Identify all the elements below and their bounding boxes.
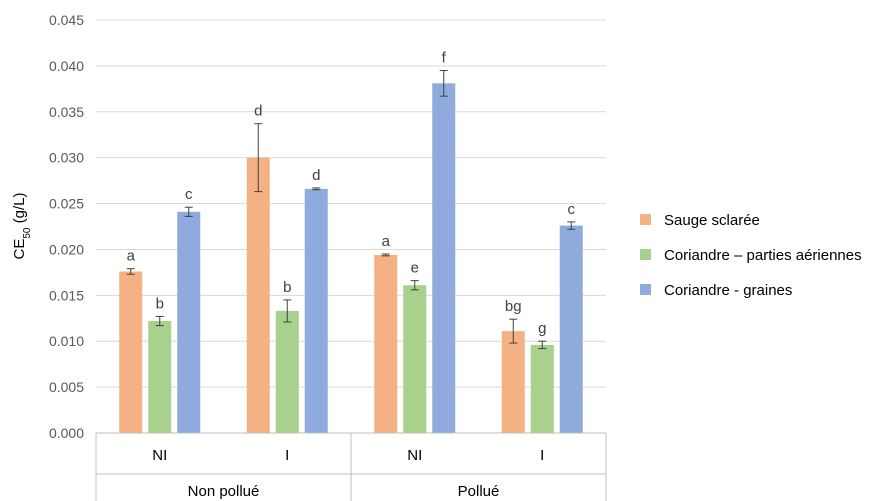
legend-swatch	[640, 249, 651, 260]
significance-letter: a	[127, 248, 136, 265]
bar	[501, 331, 525, 433]
legend-swatch	[640, 214, 651, 225]
y-tick-label: 0.020	[49, 241, 84, 257]
y-tick-label: 0.010	[49, 333, 84, 349]
axes	[95, 432, 607, 501]
legend: Sauge sclarée Coriandre – parties aérienn…	[640, 212, 862, 299]
y-tick-label: 0.025	[49, 196, 84, 212]
y-tick-label: 0.005	[49, 379, 84, 395]
y-tick-label: 0.040	[49, 58, 84, 74]
significance-letter: c	[185, 186, 193, 203]
significance-letters: a d a bg b b e g c d f c	[127, 49, 576, 337]
group-label: Pollué	[458, 483, 500, 500]
x-tick-label: I	[540, 447, 544, 464]
bar	[177, 211, 201, 433]
y-tick-label: 0.035	[49, 104, 84, 120]
significance-letter: g	[538, 320, 546, 337]
bars	[119, 83, 583, 434]
significance-letter: e	[411, 260, 419, 277]
group-label: Non pollué	[188, 483, 260, 500]
significance-letter: bg	[505, 298, 522, 315]
error-bars	[126, 69, 576, 350]
bar	[432, 83, 456, 434]
bar	[304, 188, 328, 433]
y-tick-labels: 0.000 0.005 0.010 0.015 0.020 0.025 0.030 0.035…	[49, 12, 84, 441]
significance-letter: b	[156, 295, 164, 312]
x-tick-label: I	[285, 447, 289, 464]
bar	[403, 285, 427, 433]
gridlines	[96, 19, 606, 388]
y-axis-label: CE50 (g/L)	[11, 193, 33, 260]
y-tick-label: 0.030	[49, 150, 84, 166]
y-tick-label: 0.015	[49, 287, 84, 303]
legend-label: Coriandre - graines	[664, 282, 792, 299]
x-tick-label: NI	[407, 447, 422, 464]
y-tick-label: 0.000	[49, 425, 84, 441]
significance-letter: d	[254, 103, 262, 120]
bar	[559, 225, 583, 433]
bar	[530, 344, 554, 433]
y-axis-label-base: CE	[11, 239, 28, 260]
y-axis-label-subscript: 50	[22, 227, 33, 239]
x-tick-label: NI	[152, 447, 167, 464]
bar	[119, 271, 143, 433]
legend-label: Sauge sclarée	[664, 212, 760, 229]
bar	[246, 157, 270, 433]
significance-letter: c	[568, 201, 576, 218]
legend-swatch	[640, 284, 651, 295]
significance-letter: a	[382, 233, 391, 250]
bar	[148, 321, 172, 433]
bar	[275, 310, 299, 433]
y-tick-label: 0.045	[49, 12, 84, 28]
significance-letter: f	[442, 49, 447, 66]
category-labels: NI I NI I Non pollué Pollué	[152, 447, 544, 500]
significance-letter: b	[283, 279, 291, 296]
bar	[374, 254, 398, 433]
significance-letter: d	[312, 167, 320, 184]
legend-label: Coriandre – parties aériennes	[664, 247, 862, 264]
y-axis-label-unit: (g/L)	[11, 193, 28, 228]
